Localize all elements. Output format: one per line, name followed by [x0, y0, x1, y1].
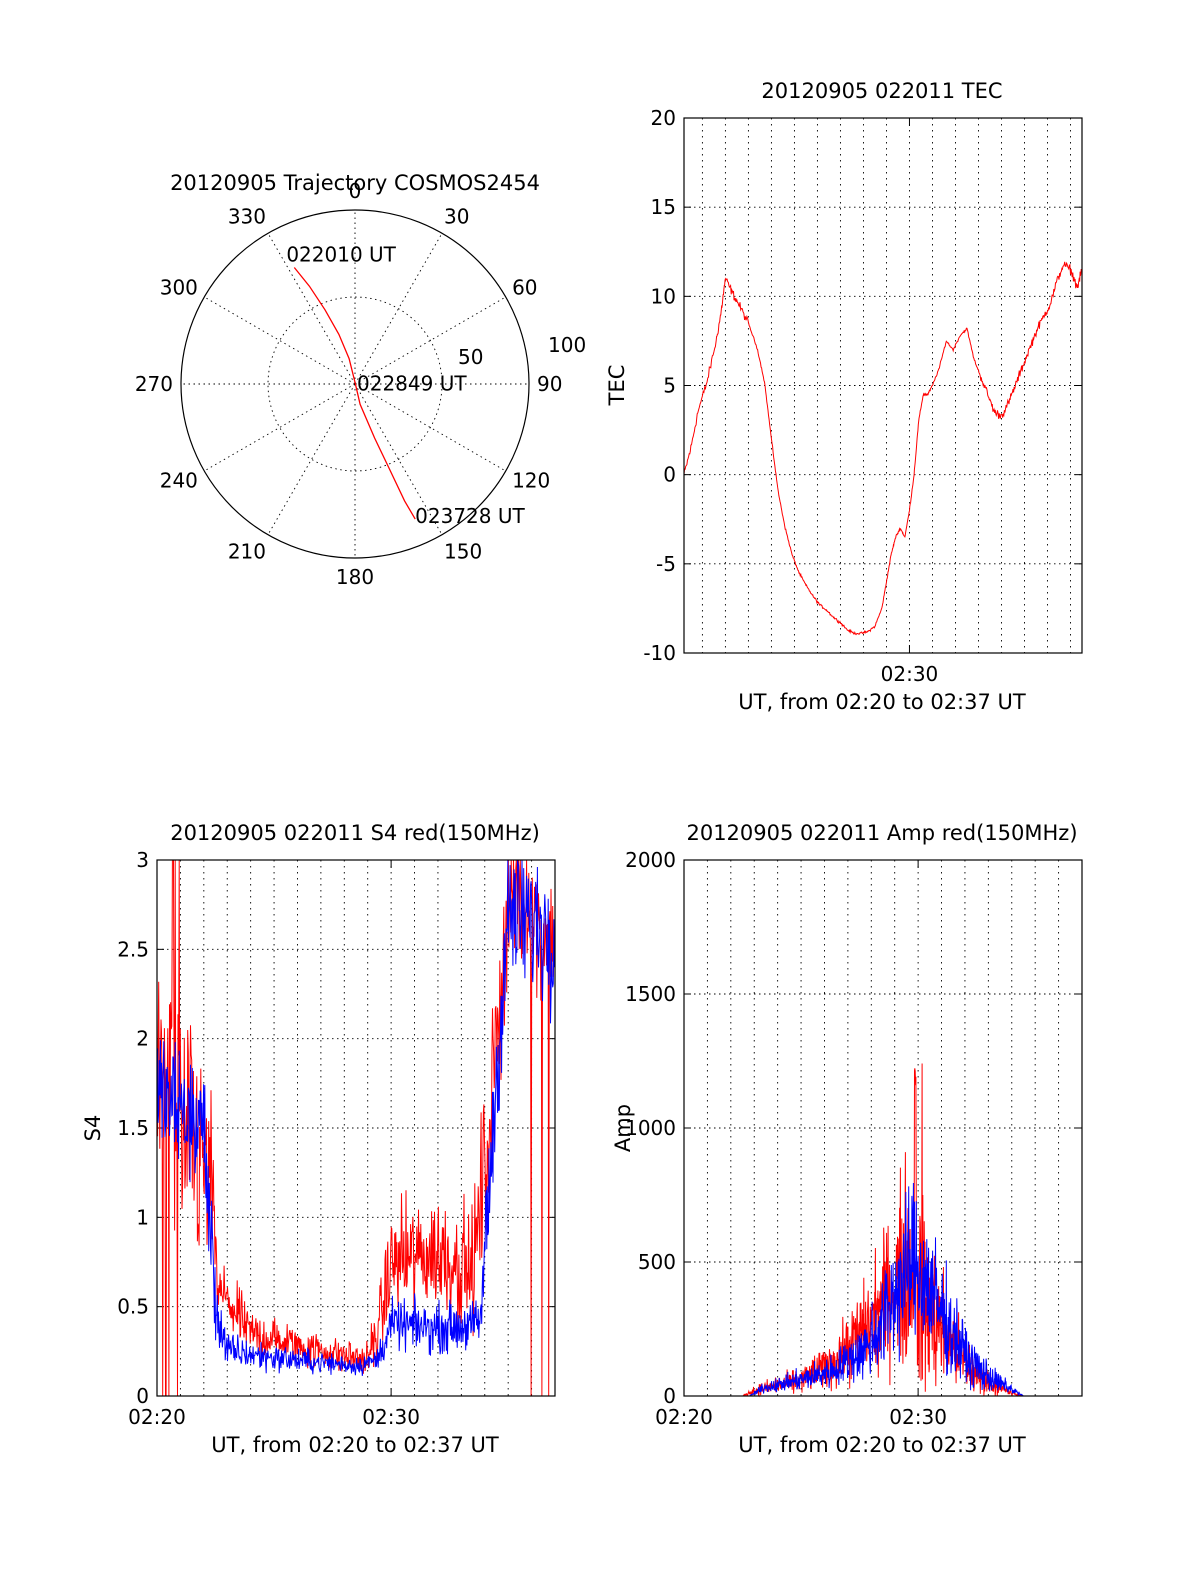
s4-x-tick-labels: 02:20 02:30: [128, 1405, 420, 1429]
polar-angle-label: 90: [537, 372, 562, 396]
tec-y-label: TEC: [605, 365, 629, 407]
y-tick-label: 3: [136, 848, 149, 872]
s4-line: [156, 859, 556, 1376]
x-tick-label: 02:30: [889, 1405, 947, 1429]
polar-angle-label: 60: [512, 275, 537, 299]
y-tick-label: -10: [643, 641, 676, 665]
polar-spoke: [267, 233, 356, 385]
amp-y-label: Amp: [611, 1104, 635, 1152]
tec-y-tick-labels: -10 -5 0 5 10 15 20: [643, 106, 676, 665]
x-tick-label: 02:20: [655, 1405, 713, 1429]
trajectory-series: [293, 267, 416, 520]
trajectory-annotation: 022849 UT: [357, 371, 467, 395]
y-tick-label: 15: [651, 195, 676, 219]
polar-spoke: [354, 296, 506, 385]
amp-series: [684, 1063, 1082, 1398]
tec-x-tick-labels: 02:30: [881, 662, 939, 686]
polar-grid: [181, 210, 529, 558]
polar-spoke: [204, 296, 356, 385]
y-tick-label: 2.5: [117, 937, 149, 961]
y-tick-label: 1.5: [117, 1116, 149, 1140]
y-tick-label: -5: [656, 552, 676, 576]
polar-angle-label: 330: [228, 205, 266, 229]
x-tick-label: 02:20: [128, 1405, 186, 1429]
trajectory-annotation: 023728 UT: [415, 504, 525, 528]
y-tick-label: 500: [638, 1250, 676, 1274]
polar-angle-label: 30: [444, 205, 469, 229]
tec-x-label: UT, from 02:20 to 02:37 UT: [738, 690, 1026, 714]
y-tick-label: 20: [651, 106, 676, 130]
polar-spoke: [204, 383, 356, 472]
trajectory-line: [293, 267, 416, 520]
y-tick-label: 0: [663, 463, 676, 487]
y-tick-label: 1000: [625, 1116, 676, 1140]
s4-plot: 20120905 022011 S4 red(150MHz) 0 0.5 1 1.5 2…: [81, 821, 556, 1457]
y-tick-label: 1500: [625, 982, 676, 1006]
polar-radial-label: 100: [548, 333, 586, 357]
s4-title: 20120905 022011 S4 red(150MHz): [170, 821, 540, 845]
tec-line: [683, 261, 1083, 636]
s4-frame: [156, 859, 556, 1397]
amp-y-tick-labels: 0 500 1000 1500 2000: [625, 848, 676, 1408]
trajectory-annotations: 022010 UT 022849 UT 023728 UT: [286, 242, 525, 528]
polar-angle-labels: 0 30 60 90 120 150 180 210 240 270 300 330: [135, 179, 563, 589]
y-tick-label: 0: [663, 1384, 676, 1408]
y-tick-label: 2: [136, 1027, 149, 1051]
amp-frame: [683, 859, 1083, 1397]
y-tick-label: 0: [136, 1384, 149, 1408]
trajectory-polar-plot: 20120905 Trajectory COSMOS2454 0 30 60 90 12…: [135, 171, 586, 589]
tec-series: [683, 261, 1083, 636]
tec-grid: [684, 117, 1082, 654]
polar-spoke: [354, 383, 506, 472]
polar-spoke: [354, 233, 443, 385]
polar-spoke: [267, 383, 356, 535]
amp-title: 20120905 022011 Amp red(150MHz): [686, 821, 1077, 845]
polar-spoke: [354, 383, 443, 535]
polar-angle-label: 180: [336, 565, 374, 589]
y-tick-label: 5: [663, 374, 676, 398]
y-tick-label: 0.5: [117, 1295, 149, 1319]
y-tick-label: 1: [136, 1205, 149, 1229]
amp-x-label: UT, from 02:20 to 02:37 UT: [738, 1433, 1026, 1457]
polar-angle-label: 300: [160, 275, 198, 299]
s4-y-tick-labels: 0 0.5 1 1.5 2 2.5 3: [117, 848, 149, 1408]
polar-angle-label: 240: [160, 469, 198, 493]
polar-angle-label: 270: [135, 372, 173, 396]
amp-x-tick-labels: 02:20 02:30: [655, 1405, 947, 1429]
s4-series: [156, 859, 556, 1397]
trajectory-annotation: 022010 UT: [286, 242, 396, 266]
x-tick-label: 02:30: [881, 662, 939, 686]
tec-title: 20120905 022011 TEC: [761, 79, 1002, 103]
s4-y-label: S4: [81, 1115, 105, 1142]
trajectory-title: 20120905 Trajectory COSMOS2454: [170, 171, 540, 195]
tec-frame: [683, 117, 1083, 654]
polar-angle-label: 0: [349, 179, 362, 203]
polar-angle-label: 150: [444, 539, 482, 563]
polar-outer-ring: [180, 209, 530, 559]
polar-ring-50: [267, 296, 443, 472]
polar-angle-label: 210: [228, 539, 266, 563]
polar-radial-labels: 50 100: [458, 333, 586, 369]
polar-radial-label: 50: [458, 345, 483, 369]
s4-x-label: UT, from 02:20 to 02:37 UT: [211, 1433, 499, 1457]
polar-angle-label: 120: [512, 469, 550, 493]
y-tick-label: 2000: [625, 848, 676, 872]
amp-plot: 20120905 022011 Amp red(150MHz) 0 500 1000…: [611, 821, 1083, 1457]
y-tick-label: 10: [651, 284, 676, 308]
x-tick-label: 02:30: [362, 1405, 420, 1429]
amp-line: [684, 1063, 1082, 1398]
